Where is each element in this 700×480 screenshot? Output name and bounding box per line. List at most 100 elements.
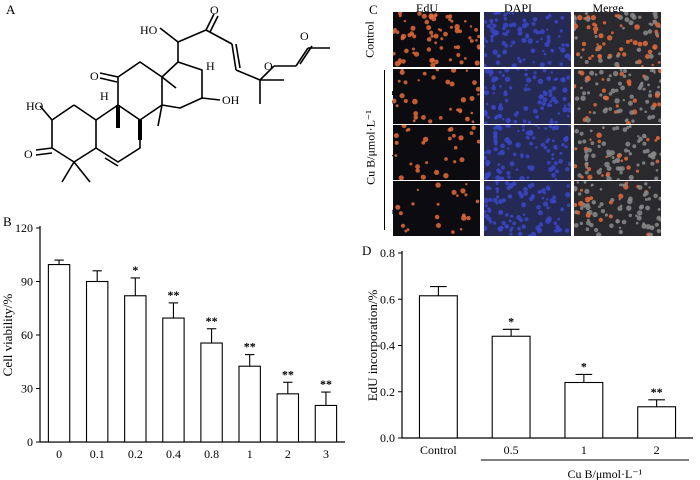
x-tick-label: 0 bbox=[56, 447, 62, 461]
cell-nucleus bbox=[453, 145, 458, 150]
cell-nucleus bbox=[495, 114, 500, 119]
cell-nucleus bbox=[611, 156, 615, 159]
y-tick-label: 60 bbox=[21, 328, 33, 342]
cell-nucleus bbox=[551, 96, 557, 102]
cell-nucleus bbox=[549, 120, 554, 124]
cell-nucleus bbox=[585, 165, 589, 169]
cell-nucleus bbox=[465, 69, 469, 72]
cell-nucleus bbox=[628, 73, 632, 77]
cell-nucleus bbox=[531, 21, 536, 26]
cell-nucleus bbox=[554, 120, 558, 124]
cell-nucleus bbox=[394, 154, 398, 157]
cell-nucleus bbox=[489, 19, 494, 23]
cell-nucleus bbox=[518, 59, 523, 64]
micrograph-dapi-row-3 bbox=[484, 125, 571, 180]
cell-nucleus bbox=[615, 219, 620, 224]
cell-nucleus bbox=[397, 79, 401, 83]
cell-nucleus bbox=[517, 30, 523, 36]
cell-nucleus bbox=[508, 183, 514, 189]
cell-nucleus bbox=[605, 172, 611, 177]
cell-nucleus bbox=[399, 70, 405, 75]
cell-nucleus bbox=[476, 139, 480, 144]
cell-nucleus bbox=[539, 62, 545, 67]
cell-nucleus bbox=[655, 169, 659, 172]
cell-nucleus bbox=[544, 127, 548, 130]
cell-nucleus bbox=[486, 174, 490, 178]
cell-nucleus bbox=[484, 86, 488, 90]
cell-nucleus bbox=[522, 18, 527, 23]
cell-nucleus bbox=[574, 84, 577, 89]
cell-nucleus bbox=[562, 87, 568, 93]
cell-nucleus bbox=[406, 228, 410, 232]
cell-nucleus bbox=[616, 178, 620, 180]
cell-nucleus bbox=[448, 126, 454, 132]
cell-nucleus bbox=[509, 232, 513, 236]
cell-nucleus bbox=[609, 223, 614, 229]
cell-nucleus bbox=[653, 14, 658, 20]
cell-nucleus bbox=[505, 213, 509, 217]
cell-nucleus bbox=[640, 82, 643, 85]
cell-nucleus bbox=[611, 31, 614, 35]
cell-nucleus bbox=[598, 217, 603, 222]
cell-nucleus bbox=[411, 202, 415, 206]
cell-nucleus bbox=[628, 174, 634, 180]
panel-a-label: A bbox=[6, 2, 16, 17]
cell-nucleus bbox=[597, 144, 601, 148]
cell-nucleus bbox=[537, 30, 541, 35]
cell-nucleus bbox=[655, 159, 660, 164]
cell-nucleus bbox=[455, 45, 461, 50]
cell-nucleus bbox=[502, 117, 505, 121]
cell-nucleus bbox=[469, 96, 475, 101]
cell-nucleus bbox=[503, 17, 507, 21]
cell-nucleus bbox=[631, 119, 635, 123]
cell-nucleus bbox=[506, 171, 511, 175]
cell-nucleus bbox=[506, 29, 510, 34]
cell-nucleus bbox=[567, 107, 571, 113]
cell-nucleus bbox=[421, 115, 426, 120]
cell-nucleus bbox=[435, 69, 440, 72]
cell-nucleus bbox=[587, 174, 593, 180]
cell-nucleus bbox=[652, 69, 656, 73]
cell-nucleus bbox=[607, 35, 613, 41]
cell-nucleus bbox=[632, 40, 638, 46]
cell-nucleus bbox=[623, 148, 629, 153]
cell-nucleus bbox=[415, 164, 420, 169]
cell-nucleus bbox=[504, 69, 510, 73]
cell-nucleus bbox=[413, 111, 419, 116]
cell-nucleus bbox=[434, 169, 440, 175]
cell-nucleus bbox=[484, 36, 486, 41]
cell-nucleus bbox=[585, 212, 591, 218]
cell-nucleus bbox=[486, 24, 491, 29]
cell-nucleus bbox=[608, 92, 613, 96]
cell-nucleus bbox=[589, 138, 592, 141]
cell-nucleus bbox=[499, 225, 504, 231]
cell-nucleus bbox=[463, 57, 467, 60]
cell-nucleus bbox=[540, 29, 545, 35]
cell-nucleus bbox=[603, 95, 608, 101]
cell-nucleus bbox=[545, 15, 550, 20]
cell-nucleus bbox=[504, 98, 509, 103]
cell-nucleus bbox=[459, 157, 465, 163]
cell-nucleus bbox=[511, 12, 515, 15]
significance-mark: ** bbox=[651, 385, 663, 399]
cell-nucleus bbox=[525, 83, 528, 87]
cell-nucleus bbox=[538, 222, 544, 227]
cell-nucleus bbox=[642, 222, 646, 226]
cell-nucleus bbox=[614, 88, 619, 93]
significance-mark: ** bbox=[320, 377, 332, 391]
cell-nucleus bbox=[426, 37, 432, 42]
cell-nucleus bbox=[574, 36, 578, 40]
cell-nucleus bbox=[637, 135, 640, 138]
cell-nucleus bbox=[618, 15, 623, 20]
cell-nucleus bbox=[583, 181, 587, 184]
cell-nucleus bbox=[462, 213, 466, 218]
cell-nucleus bbox=[625, 39, 630, 44]
cell-nucleus bbox=[493, 221, 497, 225]
cell-nucleus bbox=[509, 214, 514, 218]
cell-nucleus bbox=[583, 17, 587, 20]
cell-nucleus bbox=[624, 17, 630, 23]
cell-nucleus bbox=[559, 29, 563, 33]
x-tick-label: 2 bbox=[285, 447, 291, 461]
cell-nucleus bbox=[484, 44, 486, 48]
cell-nucleus bbox=[574, 147, 578, 151]
